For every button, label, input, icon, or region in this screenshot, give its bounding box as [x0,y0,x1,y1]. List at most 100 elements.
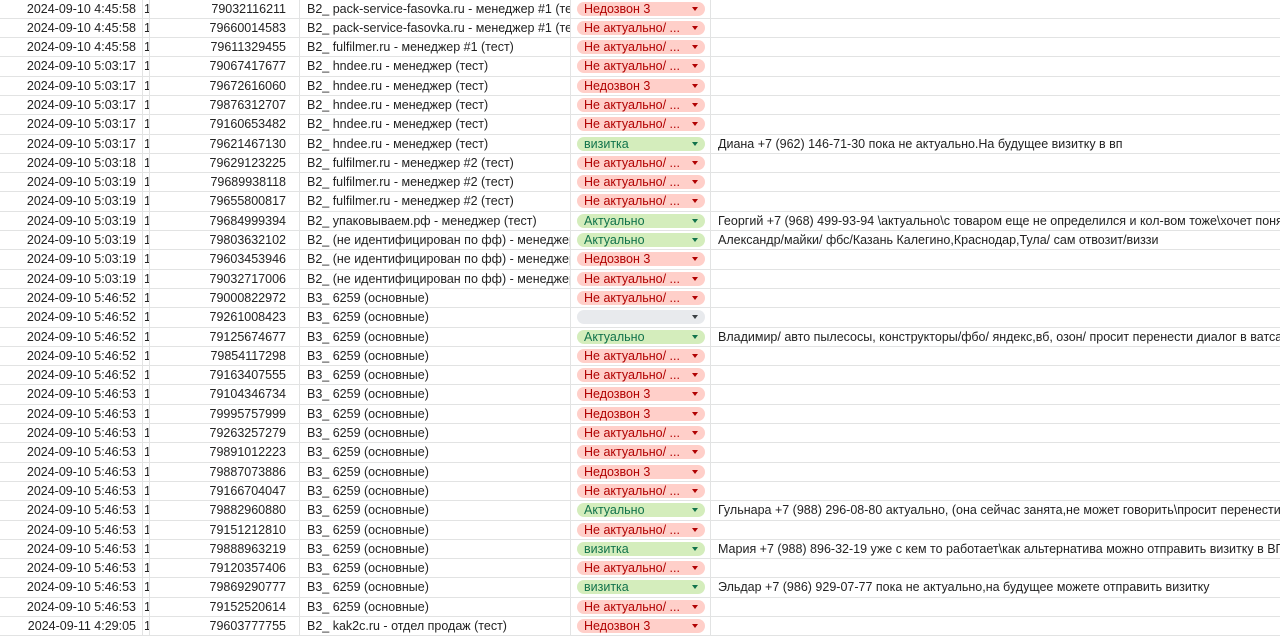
status-dropdown-chip[interactable]: Не актуально/ ... [577,155,705,170]
status-dropdown-chip[interactable]: Недозвон 3 [577,619,705,633]
note-cell[interactable] [711,173,1280,191]
truncated-cell[interactable]: 1 [143,153,150,173]
note-cell[interactable] [711,443,1280,461]
status-dropdown-chip[interactable]: Не актуально/ ... [577,561,705,576]
date-cell[interactable]: 2024-09-10 4:45:58 [0,38,143,57]
campaign-cell[interactable]: B2_ pack-service-fasovka.ru - менеджер #… [300,18,571,38]
phone-cell[interactable]: 79888963219 [150,539,300,559]
date-cell[interactable]: 2024-09-10 5:03:19 [0,250,143,269]
campaign-cell[interactable]: B3_ 6259 (основные) [300,520,571,539]
status-cell[interactable]: Не актуально/ ... [571,424,711,443]
phone-cell[interactable]: 79611329455 [150,38,300,57]
campaign-cell[interactable]: B3_ 6259 (основные) [300,462,571,481]
campaign-cell[interactable]: B3_ 6259 (основные) [300,308,571,327]
campaign-cell[interactable]: B3_ 6259 (основные) [300,501,571,520]
phone-cell[interactable]: 79629123225 [150,153,300,173]
date-cell[interactable]: 2024-09-10 4:45:58 [0,18,143,38]
truncated-cell[interactable]: 1 [143,617,150,636]
status-cell[interactable]: Актуально [571,327,711,346]
campaign-cell[interactable]: B2_ hndee.ru - менеджер (тест) [300,134,571,153]
note-cell[interactable] [711,559,1280,577]
truncated-cell[interactable]: 1 [143,192,150,211]
phone-cell[interactable]: 79000822972 [150,288,300,308]
truncated-cell[interactable]: 1 [143,18,150,38]
status-cell[interactable]: Актуально [571,231,711,250]
date-cell[interactable]: 2024-09-10 5:03:19 [0,269,143,288]
note-cell[interactable] [711,270,1280,288]
campaign-cell[interactable]: B3_ 6259 (основные) [300,366,571,385]
truncated-cell[interactable]: 1 [143,173,150,192]
date-cell[interactable]: 2024-09-10 5:03:17 [0,115,143,134]
status-cell[interactable]: визитка [571,578,711,597]
status-cell[interactable]: Не актуально/ ... [571,366,711,385]
note-cell[interactable] [711,19,1280,37]
note-cell[interactable]: Георгий +7 (968) 499-93-94 \актуально\с … [718,213,1280,228]
truncated-cell[interactable]: 1 [143,578,150,597]
status-cell[interactable] [571,308,711,327]
status-cell[interactable]: Не актуально/ ... [571,269,711,288]
campaign-cell[interactable]: B3_ 6259 (основные) [300,539,571,559]
truncated-cell[interactable]: 1 [143,346,150,366]
phone-cell[interactable]: 79876312707 [150,95,300,115]
phone-cell[interactable]: 79803632102 [150,231,300,250]
campaign-cell[interactable]: B2_ (не идентифицирован по фф) - менедже… [300,269,571,288]
campaign-cell[interactable]: B3_ 6259 (основные) [300,346,571,366]
status-cell[interactable]: Недозвон 3 [571,76,711,95]
status-cell[interactable]: Недозвон 3 [571,617,711,636]
date-cell[interactable]: 2024-09-10 5:46:52 [0,346,143,366]
status-dropdown-chip[interactable]: Не актуально/ ... [577,97,705,112]
truncated-cell[interactable]: 1 [143,327,150,346]
phone-cell[interactable]: 79621467130 [150,134,300,153]
status-dropdown-chip[interactable]: визитка [577,136,705,151]
truncated-cell[interactable]: 1 [143,481,150,501]
phone-cell[interactable]: 79854117298 [150,346,300,366]
status-dropdown-chip[interactable]: Не актуально/ ... [577,271,705,286]
phone-cell[interactable]: 79869290777 [150,578,300,597]
note-cell[interactable]: Эльдар +7 (986) 929-07-77 пока не актуал… [718,580,1210,595]
campaign-cell[interactable]: B3_ 6259 (основные) [300,424,571,443]
truncated-cell[interactable]: 1 [143,520,150,539]
note-cell[interactable] [711,598,1280,616]
note-cell[interactable] [711,57,1280,75]
campaign-cell[interactable]: B2_ fulfilmer.ru - менеджер #2 (тест) [300,192,571,211]
phone-cell[interactable]: 79152520614 [150,597,300,616]
status-dropdown-chip[interactable]: Не актуально/ ... [577,194,705,209]
date-cell[interactable]: 2024-09-10 5:46:53 [0,462,143,481]
truncated-cell[interactable]: 1 [143,443,150,462]
status-dropdown-chip[interactable]: Недозвон 3 [577,387,705,402]
phone-cell[interactable]: 79995757999 [150,404,300,424]
phone-cell[interactable]: 79160653482 [150,115,300,134]
phone-cell[interactable]: 79151212810 [150,520,300,539]
phone-cell[interactable]: 79104346734 [150,385,300,404]
status-dropdown-chip[interactable]: Не актуально/ ... [577,20,705,35]
status-cell[interactable]: Не актуально/ ... [571,559,711,578]
phone-cell[interactable]: 79689938118 [150,173,300,192]
status-dropdown-chip[interactable]: Недозвон 3 [577,78,705,93]
date-cell[interactable]: 2024-09-10 5:46:53 [0,501,143,520]
status-dropdown-chip[interactable]: Недозвон 3 [577,1,705,16]
status-dropdown-chip[interactable]: Не актуально/ ... [577,599,705,614]
truncated-cell[interactable]: 1 [143,462,150,481]
date-cell[interactable]: 2024-09-10 5:46:53 [0,481,143,501]
note-cell[interactable]: Диана +7 (962) 146-71-30 пока не актуаль… [718,136,1123,151]
truncated-cell[interactable]: 1 [143,57,150,76]
truncated-cell[interactable]: 1 [143,95,150,115]
campaign-cell[interactable]: B2_ fulfilmer.ru - менеджер #1 (тест) [300,38,571,57]
date-cell[interactable]: 2024-09-10 5:46:53 [0,385,143,404]
status-dropdown-chip[interactable]: Недозвон 3 [577,252,705,267]
date-cell[interactable]: 2024-09-10 5:03:19 [0,173,143,192]
date-cell[interactable]: 2024-09-10 5:03:19 [0,231,143,250]
note-cell[interactable] [711,463,1280,481]
date-cell[interactable]: 2024-09-10 5:46:52 [0,308,143,327]
campaign-cell[interactable]: B2_ упаковываем.рф - менеджер (тест) [300,211,571,231]
campaign-cell[interactable]: B2_ hndee.ru - менеджер (тест) [300,115,571,134]
note-cell[interactable] [711,115,1280,133]
status-cell[interactable]: Актуально [571,211,711,231]
status-dropdown-chip[interactable]: Не актуально/ ... [577,59,705,74]
status-cell[interactable]: Не актуально/ ... [571,115,711,134]
campaign-cell[interactable]: B2_ pack-service-fasovka.ru - менеджер #… [300,0,571,18]
date-cell[interactable]: 2024-09-10 5:03:17 [0,95,143,115]
date-cell[interactable]: 2024-09-10 5:03:19 [0,211,143,231]
campaign-cell[interactable]: B2_ kak2c.ru - отдел продаж (тест) [300,617,571,636]
campaign-cell[interactable]: B3_ 6259 (основные) [300,443,571,462]
